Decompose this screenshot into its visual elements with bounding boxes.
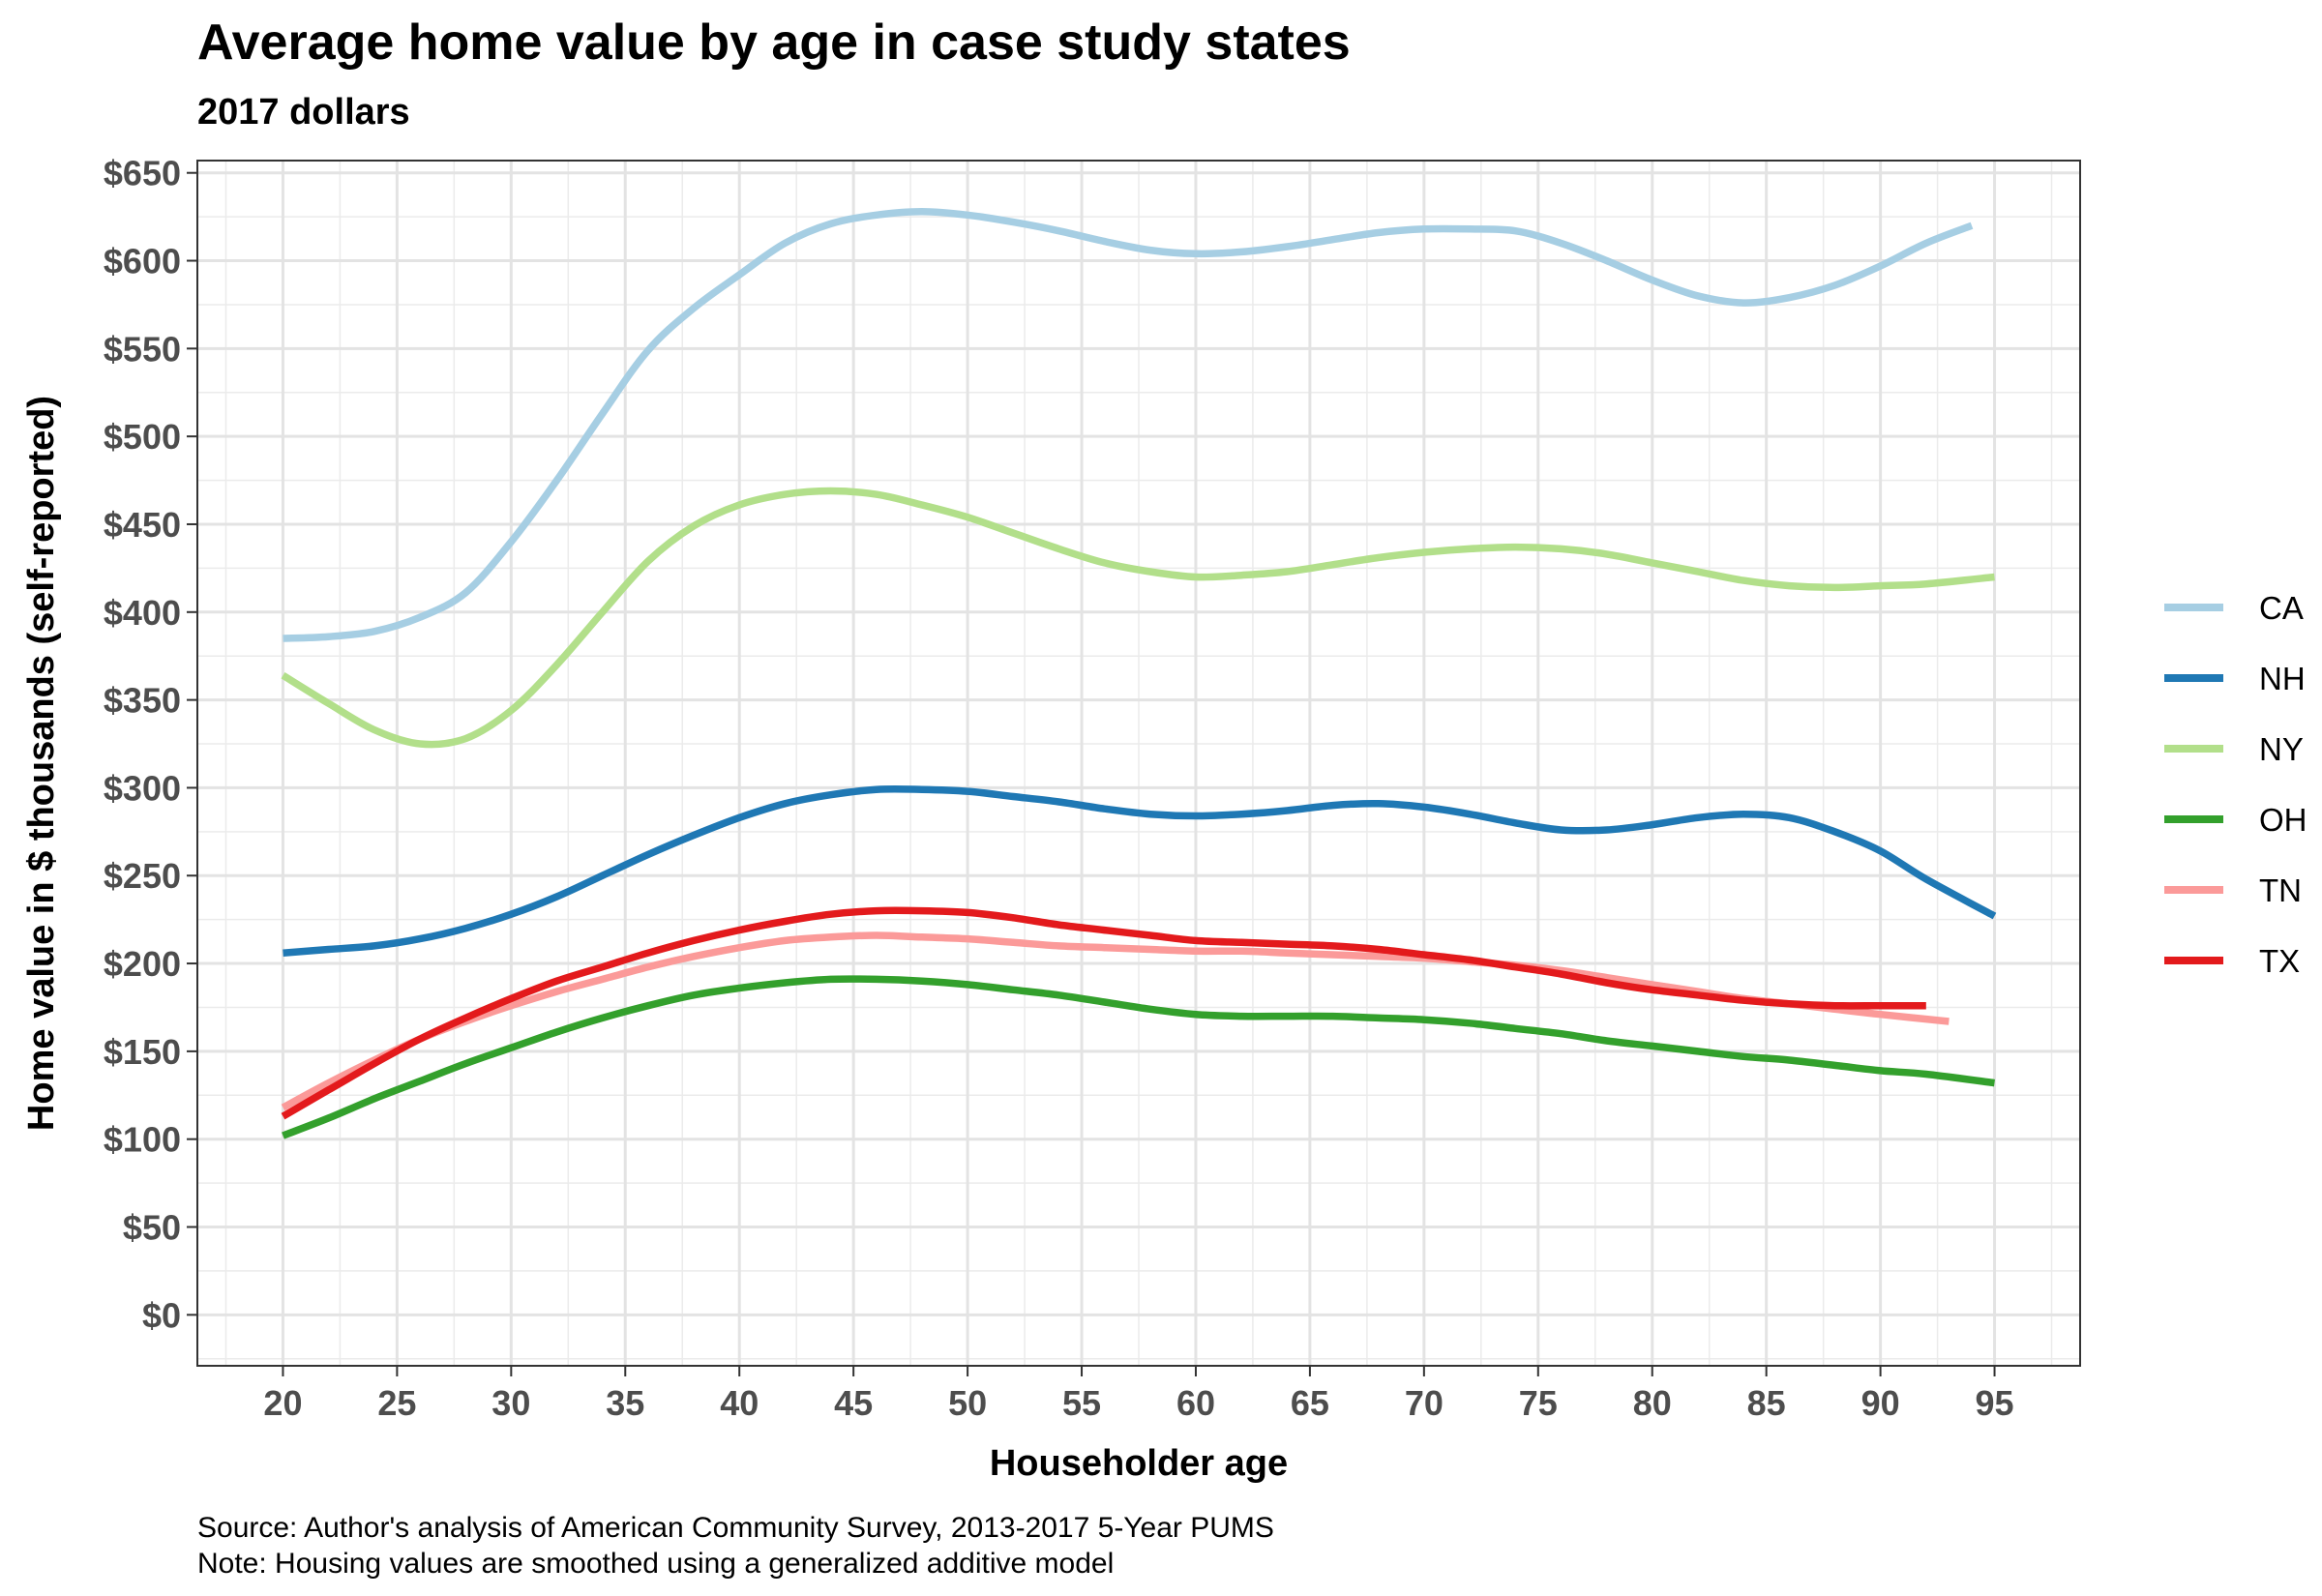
x-tick-label: 70 xyxy=(1405,1383,1444,1423)
y-axis: $0 $50 $100 $150 $200 $250 $300 $350 $400 $450 $50… xyxy=(104,154,197,1335)
y-tick-label: $550 xyxy=(104,329,181,369)
x-tick-label: 85 xyxy=(1747,1383,1786,1423)
chart-caption: Source: Author's analysis of American Co… xyxy=(197,1510,1274,1581)
chart-subtitle: 2017 dollars xyxy=(197,92,410,133)
y-tick-label: $500 xyxy=(104,417,181,457)
y-tick-label: $450 xyxy=(104,505,181,545)
x-axis: 20 25 30 35 40 45 50 55 60 65 70 75 80 85 90 95 xyxy=(263,1366,2014,1423)
y-tick-label: $300 xyxy=(104,768,181,808)
x-tick-label: 25 xyxy=(377,1383,416,1423)
series-line-ca xyxy=(283,207,1974,642)
y-tick-label: $600 xyxy=(104,242,181,281)
legend-label-oh: OH xyxy=(2259,802,2307,838)
x-tick-label: 35 xyxy=(606,1383,644,1423)
caption-source: Source: Author's analysis of American Co… xyxy=(197,1512,1274,1544)
x-tick-label: 55 xyxy=(1062,1383,1101,1423)
plot-border xyxy=(196,160,2081,1367)
x-tick-label: 50 xyxy=(948,1383,987,1423)
chart-title: Average home value by age in case study … xyxy=(197,15,1351,71)
x-tick-label: 45 xyxy=(834,1383,873,1423)
y-axis-title: Home value in $ thousands (self-reported… xyxy=(21,396,62,1131)
major-gridlines xyxy=(197,161,2080,1366)
x-tick-label: 80 xyxy=(1633,1383,1672,1423)
y-tick-label: $200 xyxy=(104,944,181,984)
legend: CA NH NY OH TN TX xyxy=(2164,590,2307,979)
legend-label-tn: TN xyxy=(2259,872,2302,908)
x-axis-title: Householder age xyxy=(990,1443,1288,1484)
y-tick-label: $650 xyxy=(104,154,181,193)
x-tick-label: 20 xyxy=(263,1383,302,1423)
y-tick-label: $350 xyxy=(104,681,181,721)
series-line-oh xyxy=(282,975,1995,1139)
y-tick-label: $100 xyxy=(104,1120,181,1160)
series-line-ny xyxy=(281,487,1995,749)
x-tick-label: 30 xyxy=(491,1383,530,1423)
caption-note: Note: Housing values are smoothed using … xyxy=(197,1548,1115,1580)
y-tick-label: $150 xyxy=(104,1032,181,1072)
legend-label-ca: CA xyxy=(2259,590,2304,626)
series-line-tx xyxy=(281,906,1926,1120)
x-tick-label: 95 xyxy=(1976,1383,2014,1423)
legend-label-tx: TX xyxy=(2259,943,2300,979)
x-tick-label: 40 xyxy=(720,1383,759,1423)
y-tick-label: $50 xyxy=(123,1208,181,1248)
series-lines xyxy=(281,207,1997,1139)
x-tick-label: 90 xyxy=(1861,1383,1900,1423)
series-line-tn xyxy=(281,931,1950,1111)
legend-label-nh: NH xyxy=(2259,661,2306,696)
y-tick-label: $0 xyxy=(142,1295,181,1335)
x-tick-label: 60 xyxy=(1176,1383,1215,1423)
series-line-nh xyxy=(283,784,1997,957)
x-tick-label: 65 xyxy=(1291,1383,1329,1423)
x-tick-label: 75 xyxy=(1519,1383,1558,1423)
y-tick-label: $250 xyxy=(104,856,181,896)
y-tick-label: $400 xyxy=(104,593,181,633)
legend-label-ny: NY xyxy=(2259,731,2304,767)
